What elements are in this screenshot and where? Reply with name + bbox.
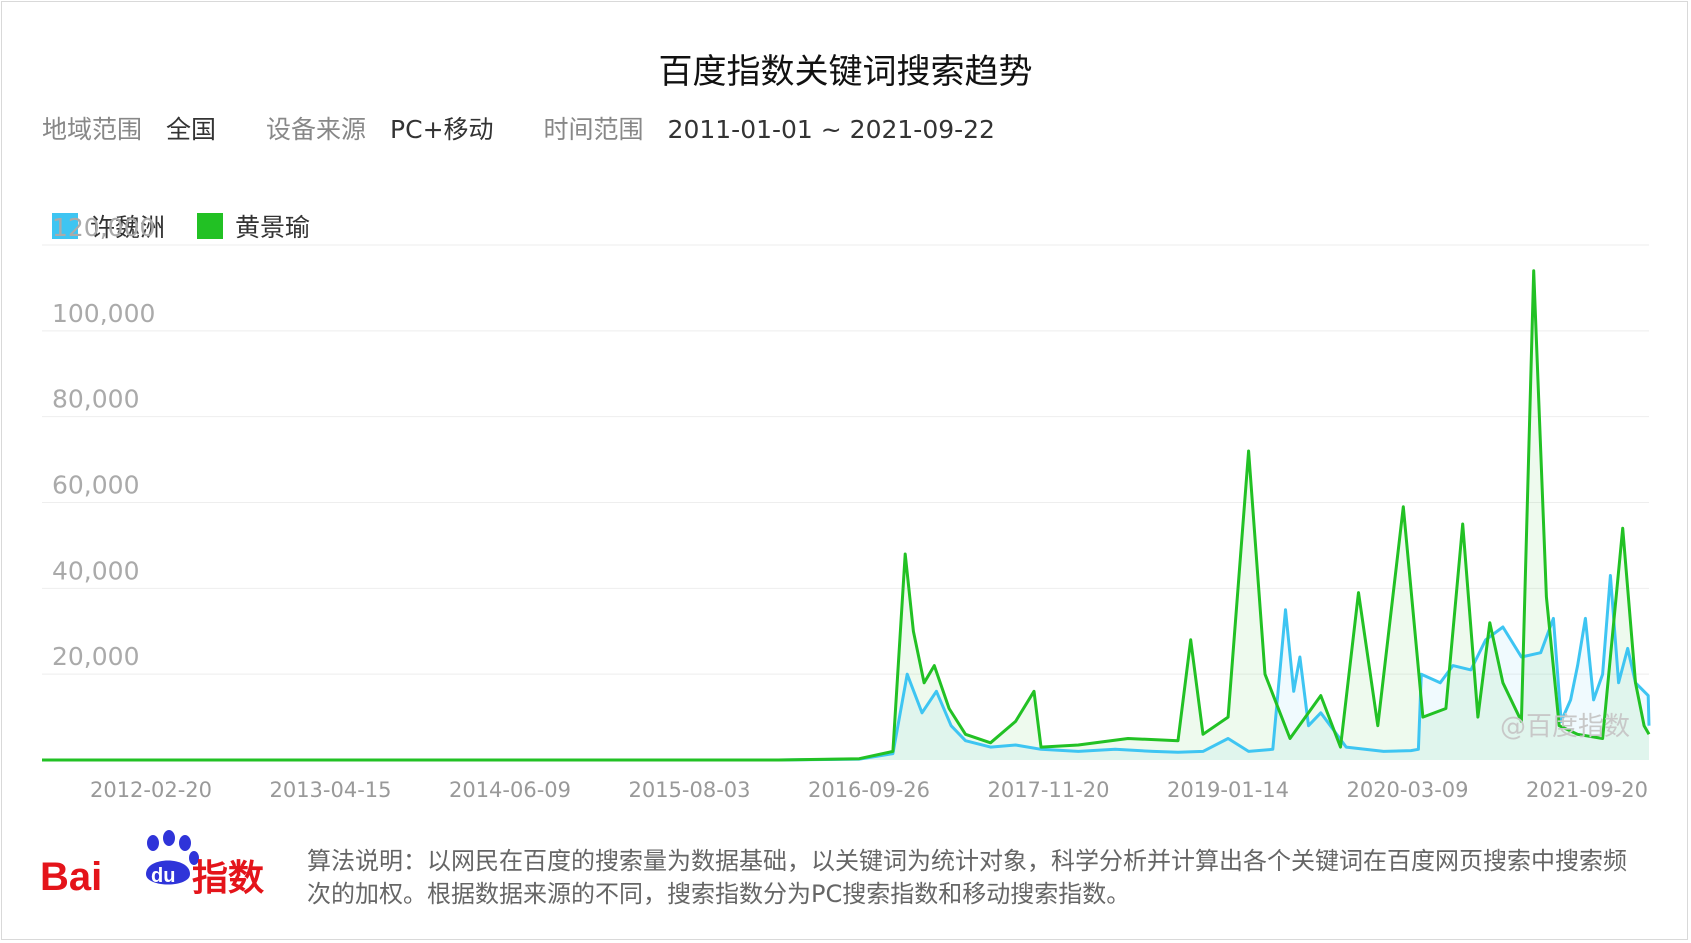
x-tick-label: 2012-02-20 bbox=[90, 778, 212, 802]
x-tick-label: 2013-04-15 bbox=[269, 778, 391, 802]
time-range-value[interactable]: 2011-01-01 ~ 2021-09-22 bbox=[667, 115, 995, 144]
x-tick-label: 2021-09-20 bbox=[1526, 778, 1648, 802]
x-tick-label: 2017-11-20 bbox=[987, 778, 1109, 802]
time-range-label: 时间范围 bbox=[543, 115, 644, 144]
x-tick-label: 2014-06-09 bbox=[449, 778, 571, 802]
device-label: 设备来源 bbox=[266, 115, 367, 144]
paw-icon bbox=[146, 830, 199, 885]
watermark: @百度指数 bbox=[1500, 712, 1630, 742]
y-tick-label: 20,000 bbox=[52, 642, 139, 671]
legend-item-series-1[interactable]: 许魏洲 bbox=[52, 208, 165, 244]
logo-text-index: 指数 bbox=[192, 858, 264, 899]
x-tick-label: 2020-03-09 bbox=[1346, 778, 1468, 802]
legend-label-series-2: 黄景瑜 bbox=[234, 213, 310, 242]
x-tick-label: 2019-01-14 bbox=[1167, 778, 1289, 802]
logo-text-du: du bbox=[151, 865, 175, 887]
baidu-index-logo: Bai du 指数 bbox=[40, 830, 264, 899]
y-tick-label: 60,000 bbox=[52, 471, 139, 500]
x-tick-label: 2015-08-03 bbox=[628, 778, 750, 802]
series-area-1 bbox=[42, 575, 1649, 760]
y-tick-label: 40,000 bbox=[52, 556, 139, 585]
device-value[interactable]: PC+移动 bbox=[390, 115, 494, 144]
page-title: 百度指数关键词搜索趋势 bbox=[658, 52, 1033, 92]
filter-bar: 地域范围 全国 设备来源 PC+移动 时间范围 2011-01-01 ~ 2021-09-… bbox=[42, 110, 995, 146]
region-label: 地域范围 bbox=[42, 115, 143, 144]
legend-item-series-2[interactable]: 黄景瑜 bbox=[196, 208, 310, 244]
series-area-2 bbox=[42, 270, 1649, 760]
y-tick-label: 120,000 bbox=[52, 213, 155, 242]
y-tick-label: 100,000 bbox=[52, 299, 155, 328]
x-tick-label: 2016-09-26 bbox=[808, 778, 930, 802]
chart-legend: 许魏洲 黄景瑜 bbox=[52, 208, 334, 245]
legend-label-series-1: 许魏洲 bbox=[90, 213, 166, 242]
y-tick-label: 80,000 bbox=[52, 385, 139, 414]
logo-text-bai: Bai bbox=[40, 855, 102, 899]
algorithm-note: 算法说明：以网民在百度的搜索量为数据基础，以关键词为统计对象，科学分析并计算出各… bbox=[307, 847, 1627, 908]
legend-swatch-series-1 bbox=[52, 213, 78, 239]
series-line-2[interactable] bbox=[42, 269, 1651, 762]
region-value[interactable]: 全国 bbox=[166, 115, 217, 144]
legend-swatch-series-2 bbox=[196, 213, 223, 239]
